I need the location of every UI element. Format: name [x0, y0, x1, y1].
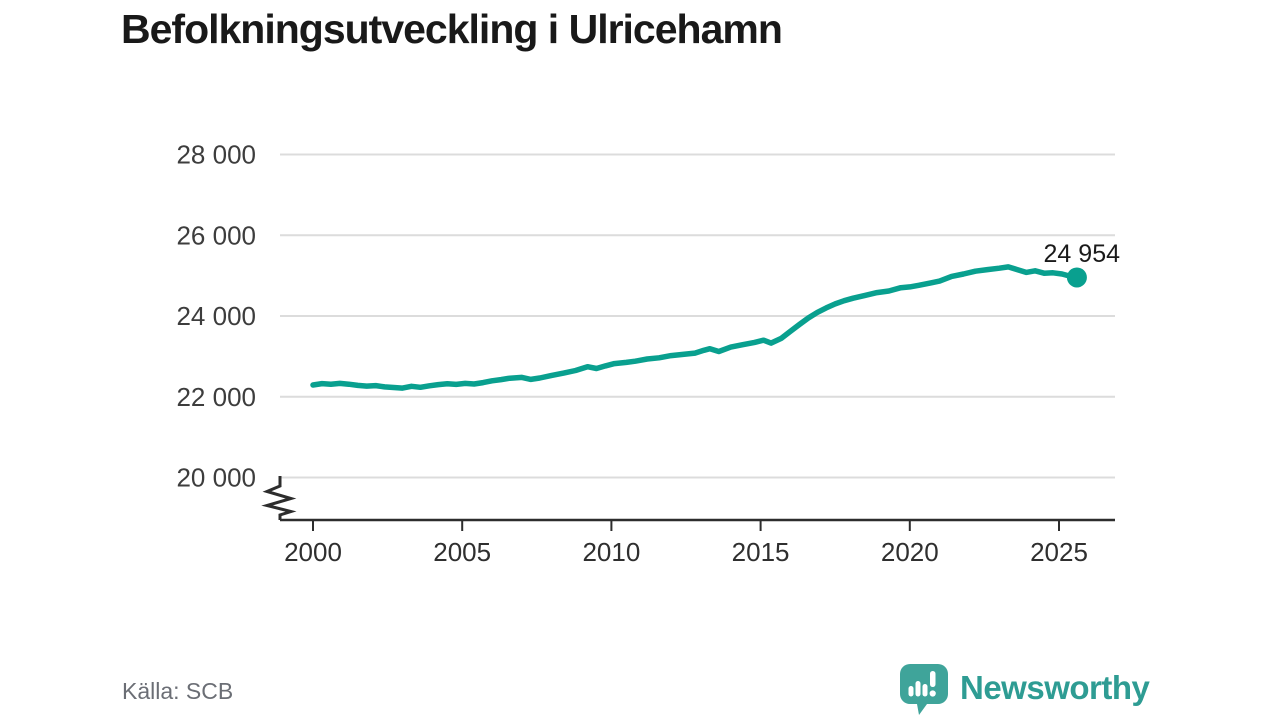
ytick-label-22000: 22 000 [176, 382, 256, 412]
source-label: Källa: SCB [122, 678, 234, 704]
exclamation-bar [930, 671, 936, 687]
ytick-label-26000: 26 000 [176, 220, 256, 250]
bar-chart-glyph [908, 671, 936, 697]
ytick-label-24000: 24 000 [176, 301, 256, 331]
xtick-label-2005: 2005 [433, 537, 491, 567]
exclamation-dot [929, 690, 936, 697]
population-line [310, 264, 1080, 391]
xtick-label-2020: 2020 [881, 537, 939, 567]
ytick-label-20000: 20 000 [176, 463, 256, 493]
axis-break-icon [261, 476, 297, 520]
xtick-label-2025: 2025 [1030, 537, 1088, 567]
xtick-label-2000: 2000 [284, 537, 342, 567]
brand-name: Newsworthy [960, 669, 1150, 706]
xtick-label-2010: 2010 [582, 537, 640, 567]
newsworthy-logo: Newsworthy [899, 663, 1150, 716]
page-title: Befolkningsutveckling i Ulricehamn [121, 6, 783, 52]
speech-bubble-bar-chart-icon [900, 664, 948, 715]
last-value-label: 24 954 [1044, 240, 1121, 268]
last-value-dot [1066, 267, 1087, 288]
ytick-label-28000: 28 000 [176, 140, 256, 170]
xtick-label-2015: 2015 [732, 537, 790, 567]
